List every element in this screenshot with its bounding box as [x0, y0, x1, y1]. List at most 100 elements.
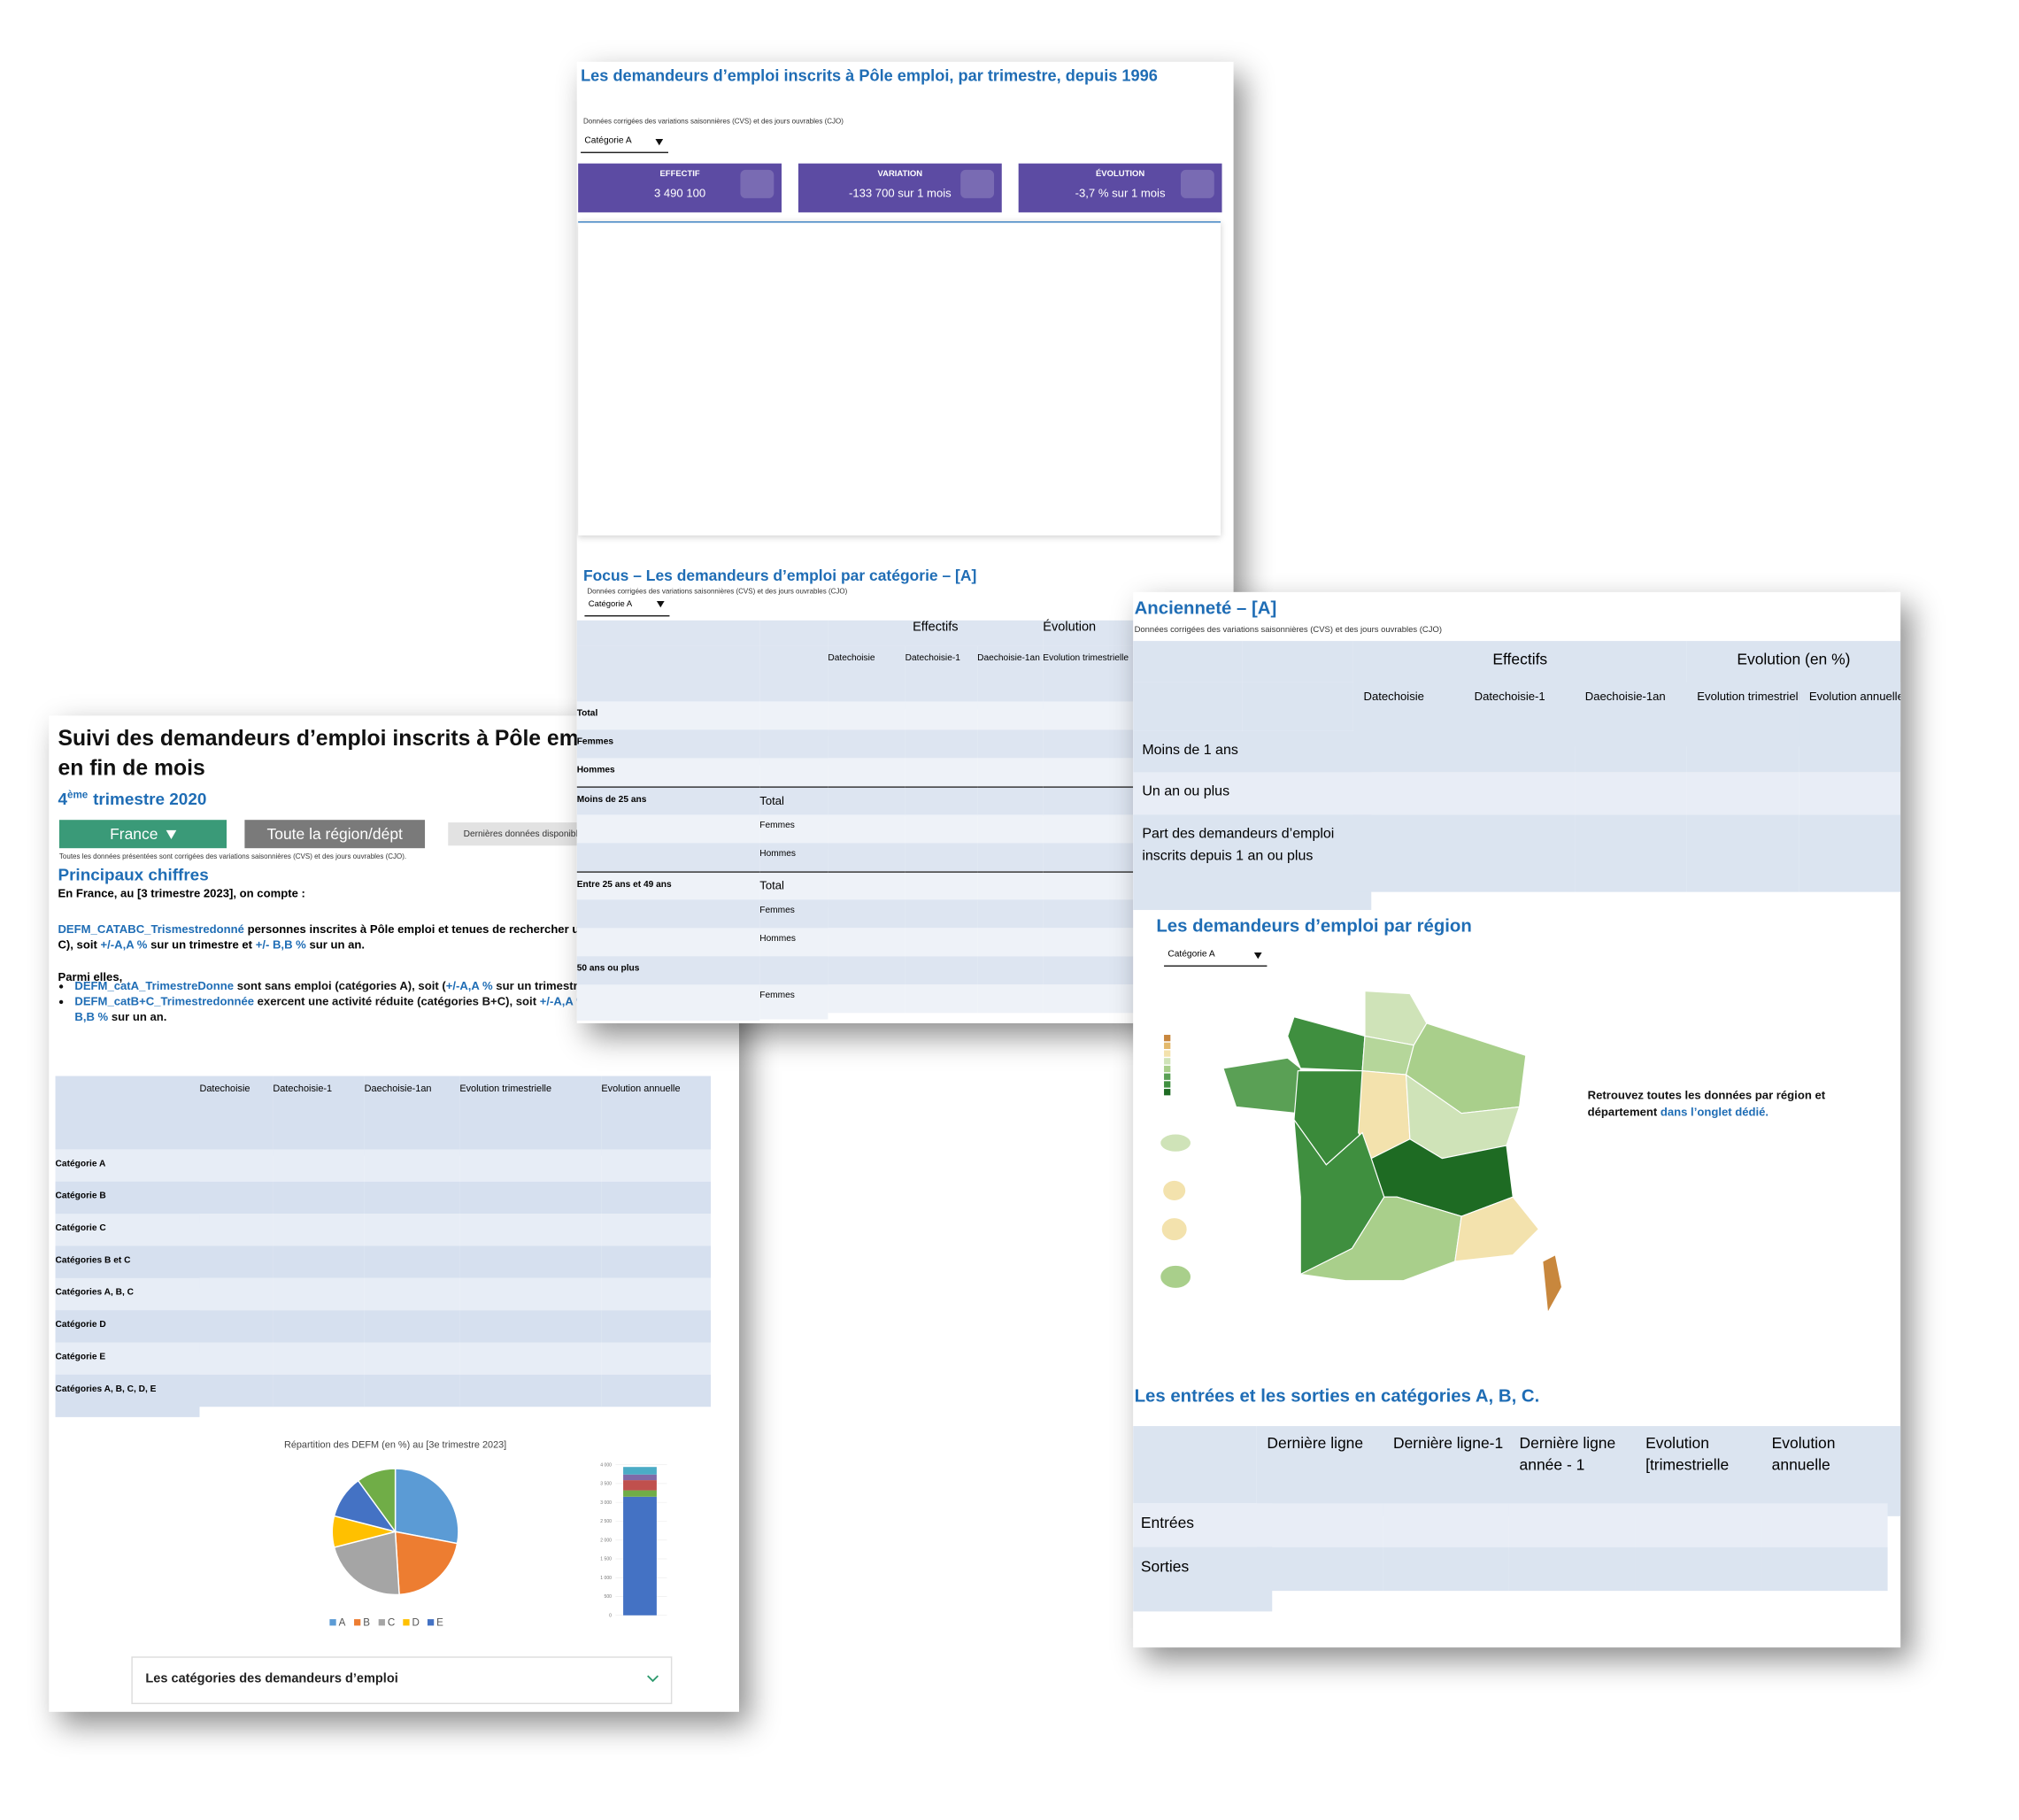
table-cell-empty: [459, 1310, 602, 1343]
table-cell-empty: [1043, 814, 1134, 844]
intro: Parmi elles,: [58, 970, 123, 983]
highlight-text: +/-A,A %: [100, 937, 148, 952]
button-label: Toute la région/dépt: [266, 825, 403, 844]
table-cell-empty: [828, 814, 905, 844]
table-cell-empty: [1383, 1503, 1509, 1547]
table-cell-empty: [601, 1149, 711, 1182]
y-tick-label: 3 000: [600, 1500, 612, 1506]
page-title: en fin de mois: [58, 755, 205, 781]
map-region: [1160, 1264, 1192, 1290]
table-cell-empty: [977, 758, 1044, 787]
table-cell: Datechoisie-1: [905, 645, 978, 710]
kpi-value: -133 700 sur 1 mois: [848, 186, 952, 200]
table-cell-empty: [601, 1342, 711, 1375]
legend-label: B: [363, 1616, 370, 1628]
table-cell-empty: [1463, 772, 1576, 815]
table-cell-empty: [1761, 1546, 1888, 1592]
table-cell-empty: [1352, 814, 1464, 892]
table-cell-empty: [199, 1214, 274, 1246]
table-cell-empty: [199, 1277, 274, 1311]
bar-segment: [623, 1496, 657, 1616]
table-cell-empty: [459, 1342, 602, 1375]
table-cell-empty: [364, 1214, 460, 1246]
section-title: Ancienneté – [A]: [1134, 597, 1277, 618]
table-cell: Evolution [trimestrielle: [1635, 1426, 1783, 1516]
chart-title: Répartition des DEFM (en %) au [3e trime…: [284, 1440, 506, 1451]
button-arrow: [166, 829, 176, 839]
table-cell-empty: [977, 786, 1044, 816]
table-cell-empty: [1043, 786, 1134, 816]
period-text: trimestre 2020: [93, 789, 207, 809]
table-cell-empty: [459, 1245, 602, 1278]
pie-slice: [333, 1531, 400, 1596]
table-cell-empty: [977, 984, 1044, 1014]
table-cell-empty: [601, 1277, 711, 1311]
table-cell-empty: [273, 1342, 365, 1375]
table-cell-empty: [828, 758, 905, 787]
dropdown[interactable]: Catégorie A: [581, 135, 668, 154]
period-suffix: ème: [66, 789, 89, 801]
table-cell-empty: [1043, 956, 1134, 985]
button-label: France: [110, 825, 158, 844]
kpi-card: ÉVOLUTION -3,7 % sur 1 mois: [1018, 163, 1222, 212]
table-cell-empty: [1043, 899, 1134, 929]
table-cell-empty: [1686, 814, 1799, 892]
kpi-value: -3,7 % sur 1 mois: [1075, 186, 1166, 200]
table-cell: Datechoisie: [199, 1076, 274, 1156]
highlight-text: DEFM_CATABC_Trismestredonné: [58, 922, 244, 937]
y-tick-label: 2 000: [600, 1538, 612, 1543]
table-cell: Sorties: [1133, 1546, 1273, 1612]
note: Données corrigées des variations saisonn…: [587, 588, 848, 597]
accordion-chevron: [647, 1675, 659, 1683]
table-cell-empty: [364, 1149, 460, 1182]
table-cell-empty: [601, 1310, 711, 1343]
map-region: [1160, 1133, 1192, 1153]
legend-swatch: [329, 1619, 336, 1626]
table-cell-empty: [1686, 730, 1799, 773]
table-cell-empty: [273, 1277, 365, 1311]
table-cell-empty: [1463, 730, 1576, 773]
table-cell-empty: [199, 1245, 274, 1278]
table-cell-empty: [1575, 772, 1687, 815]
kpi-value: 3 490 100: [653, 186, 706, 200]
table-cell-empty: [273, 1374, 365, 1407]
table-cell-empty: [601, 1214, 711, 1246]
map-caption: Retrouvez toutes les données par région …: [1588, 1088, 1892, 1122]
section-title: Les entrées et les sorties en catégories…: [1134, 1384, 1540, 1406]
dropdown-label: Catégorie A: [1167, 950, 1215, 960]
table-cell-empty: [905, 899, 978, 929]
table-cell-empty: [1256, 1546, 1383, 1592]
dropdown[interactable]: Catégorie A: [1164, 949, 1268, 967]
table-cell-empty: [273, 1149, 365, 1182]
table-cell-empty: [364, 1374, 460, 1407]
map-region: [1162, 1179, 1187, 1202]
table-cell-empty: [1043, 701, 1134, 730]
legend-label: E: [436, 1616, 443, 1628]
accordion[interactable]: Les catégories des demandeurs d’emploi: [131, 1656, 673, 1705]
table-cell: Daechoisie-1an: [364, 1076, 460, 1156]
table-cell-empty: [1133, 682, 1243, 731]
table-cell-empty: [1383, 1546, 1509, 1592]
table-cell-empty: [1133, 641, 1243, 682]
table-cell-empty: [1799, 814, 1901, 892]
dropdown[interactable]: Catégorie A: [584, 598, 670, 616]
table-cell-empty: [1043, 871, 1134, 901]
link[interactable]: dans l’onglet dédié.: [1660, 1105, 1769, 1119]
section-title: Les demandeurs d’emploi par région: [1156, 914, 1472, 937]
table-cell-empty: [905, 956, 978, 985]
bar-segment: [623, 1490, 657, 1497]
table-cell-empty: [1508, 1546, 1636, 1592]
button[interactable]: France: [58, 820, 227, 849]
table-cell-empty: [601, 1181, 711, 1215]
table-cell-empty: [828, 871, 905, 901]
table-cell-empty: [273, 1181, 365, 1215]
button[interactable]: Toute la région/dépt: [244, 820, 426, 849]
panel-right: Ancienneté – [A] Données corrigées des va…: [1133, 591, 1901, 1648]
table-cell-empty: [459, 1214, 602, 1246]
table-cell-empty: [905, 786, 978, 816]
table-cell-empty: [1352, 730, 1464, 773]
table-cell-empty: [977, 899, 1044, 929]
table-cell-empty: [1352, 772, 1464, 815]
